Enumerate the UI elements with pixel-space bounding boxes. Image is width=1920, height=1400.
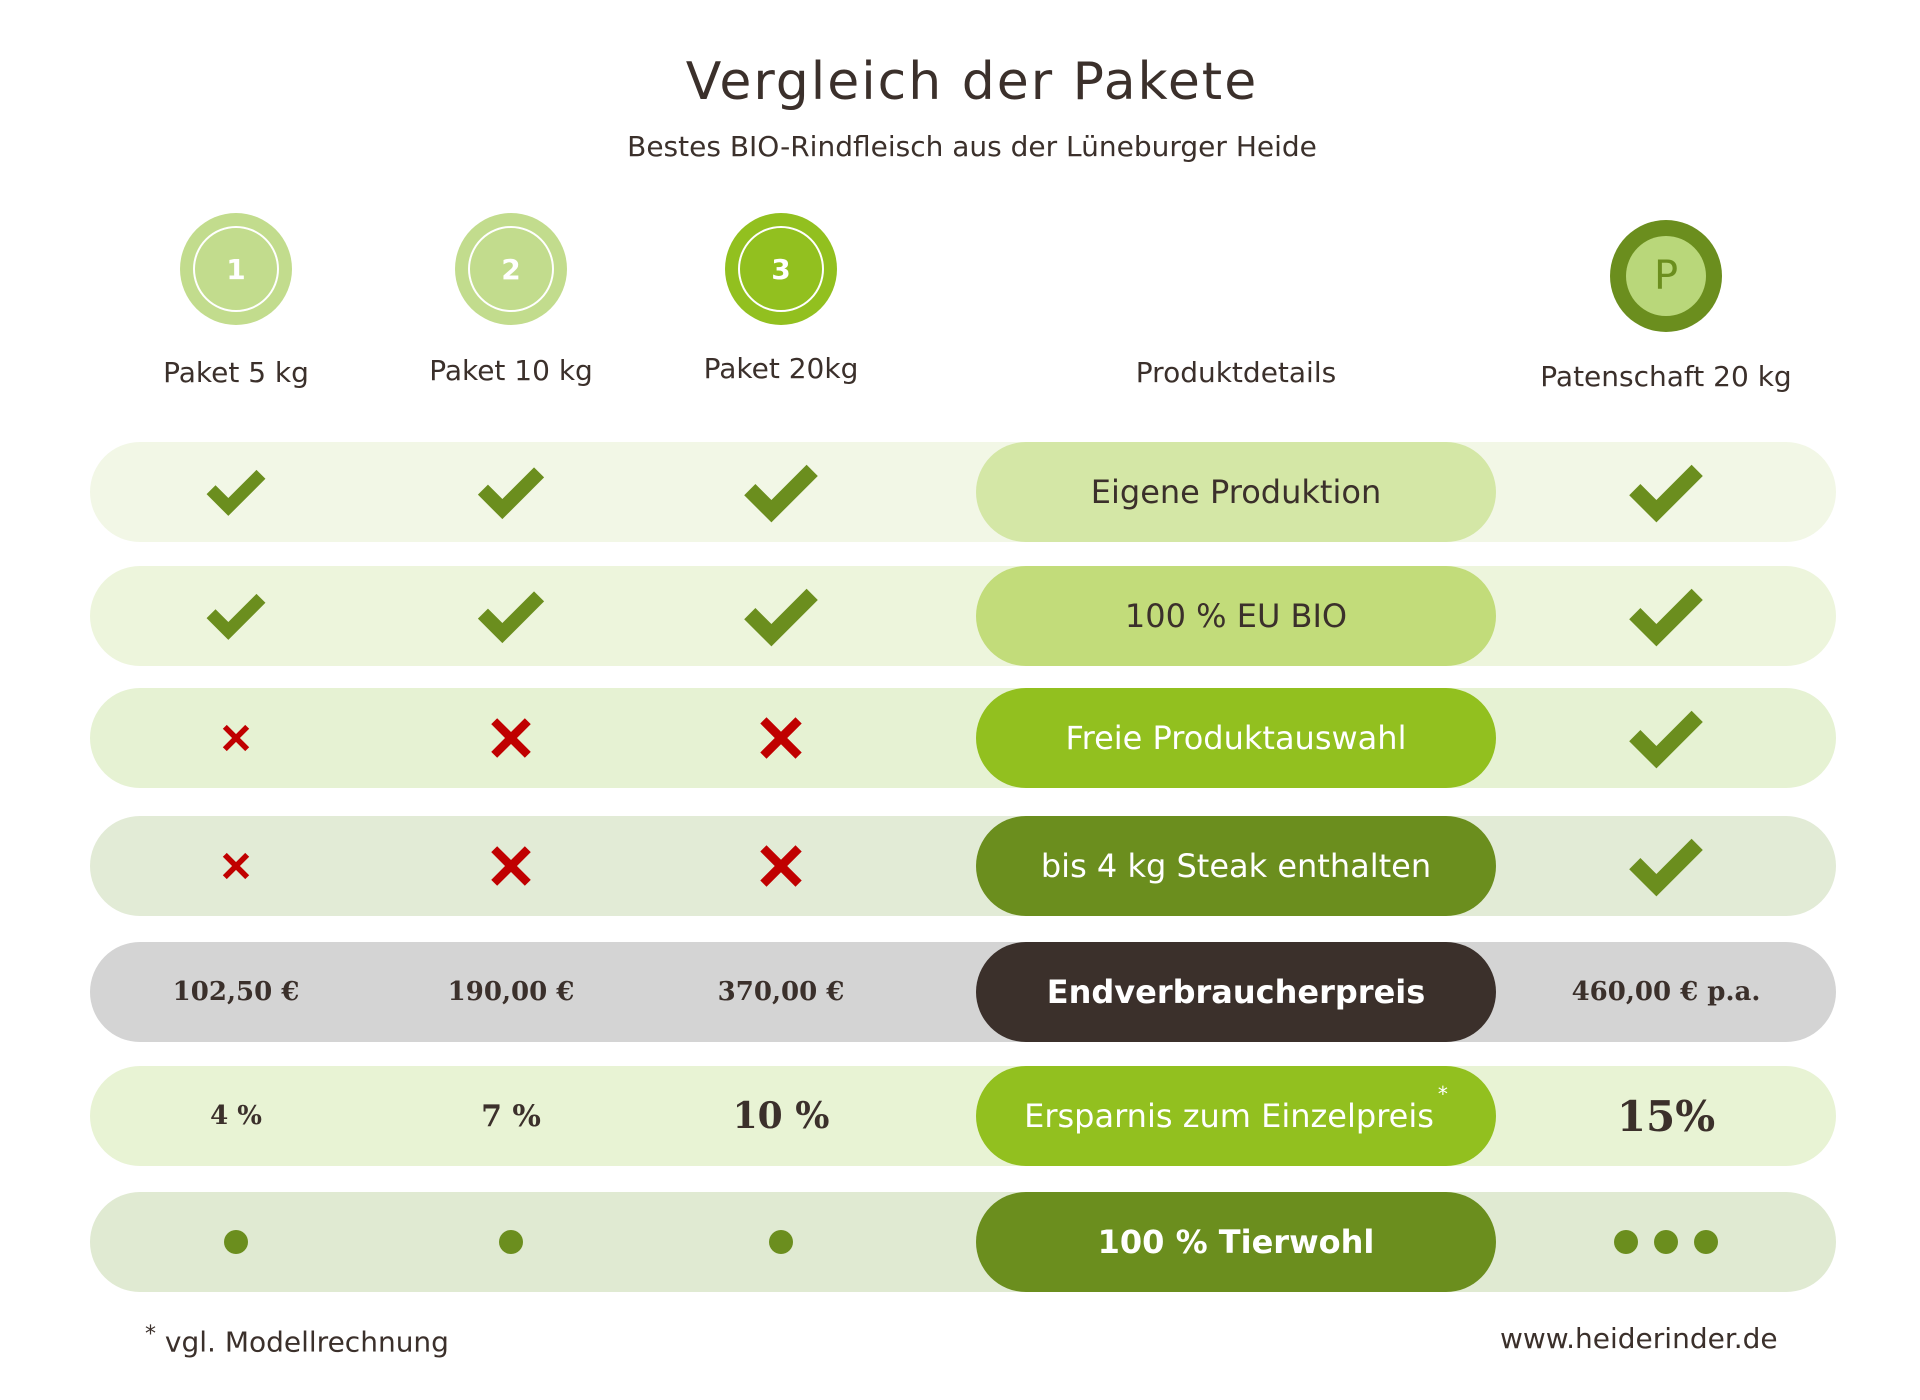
page-title: Vergleich der Pakete	[685, 52, 1259, 112]
checkmark-icon	[631, 566, 931, 666]
cross-icon	[86, 816, 386, 916]
package-1-icon: 1	[180, 213, 292, 325]
table-row	[90, 442, 1836, 542]
footnote-text: vgl. Modellrechnung	[164, 1325, 449, 1359]
row-label-pill: Eigene Produktion	[976, 442, 1496, 542]
rating-dots	[631, 1192, 931, 1292]
row-label-pill: 100 % Tierwohl	[976, 1192, 1496, 1292]
checkmark-icon	[361, 442, 661, 542]
savings-value: 10 %	[732, 1095, 830, 1137]
website-link[interactable]: www.heiderinder.de	[1500, 1322, 1778, 1355]
row-label: Ersparnis zum Einzelpreis	[1024, 1097, 1434, 1135]
savings-cell: 4 %	[86, 1066, 386, 1166]
price-value: 370,00 €	[717, 977, 845, 1007]
dot-icon	[499, 1230, 523, 1254]
cross-icon	[86, 688, 386, 788]
checkmark-icon	[1516, 816, 1816, 916]
column-header-produktdetails: Produktdetails	[1135, 356, 1337, 389]
checkmark-icon	[1516, 442, 1816, 542]
table-row	[90, 688, 1836, 788]
price-value: 102,50 €	[172, 977, 300, 1007]
price-cell: 190,00 €	[361, 942, 661, 1042]
package-2-icon: 2	[455, 213, 567, 325]
row-label-pill: 100 % EU BIO	[976, 566, 1496, 666]
checkmark-icon	[631, 442, 931, 542]
dot-icon	[224, 1230, 248, 1254]
row-label: Eigene Produktion	[1090, 473, 1382, 511]
checkmark-icon	[1516, 688, 1816, 788]
rating-dots	[361, 1192, 661, 1292]
row-label: bis 4 kg Steak enthalten	[1040, 847, 1432, 885]
row-label-pill: Ersparnis zum Einzelpreis *	[976, 1066, 1496, 1166]
row-label-pill: bis 4 kg Steak enthalten	[976, 816, 1496, 916]
checkmark-icon	[361, 566, 661, 666]
footnote-marker: *	[1437, 1082, 1448, 1106]
table-row	[90, 942, 1836, 1042]
checkmark-icon	[1516, 566, 1816, 666]
dot-icon	[769, 1230, 793, 1254]
rating-dots	[1516, 1192, 1816, 1292]
package-3-number: 3	[738, 226, 824, 312]
cross-icon	[361, 688, 661, 788]
column-header-paket-20kg: Paket 20kg	[703, 352, 859, 385]
rating-dots	[86, 1192, 386, 1292]
dot-icon	[1654, 1230, 1678, 1254]
cross-icon	[631, 688, 931, 788]
savings-cell: 15%	[1516, 1066, 1816, 1166]
savings-cell: 7 %	[361, 1066, 661, 1166]
page-subtitle: Bestes BIO-Rindfleisch aus der Lüneburge…	[627, 130, 1317, 163]
savings-value: 7 %	[481, 1098, 541, 1134]
row-label: 100 % Tierwohl	[1097, 1223, 1375, 1261]
package-2-number: 2	[468, 226, 554, 312]
dot-icon	[1694, 1230, 1718, 1254]
column-header-patenschaft: Patenschaft 20 kg	[1540, 360, 1792, 393]
price-value: 190,00 €	[447, 977, 575, 1007]
cross-icon	[361, 816, 661, 916]
column-header-paket-5kg: Paket 5 kg	[163, 356, 309, 389]
row-label-pill: Freie Produktauswahl	[976, 688, 1496, 788]
dot-icon	[1614, 1230, 1638, 1254]
table-row	[90, 816, 1836, 916]
patenschaft-icon: P	[1610, 220, 1722, 332]
footnote-asterisk: *	[145, 1322, 156, 1347]
savings-cell: 10 %	[631, 1066, 931, 1166]
price-value: 460,00 € p.a.	[1571, 977, 1761, 1007]
column-header-paket-10kg: Paket 10 kg	[429, 354, 593, 387]
patenschaft-letter: P	[1626, 236, 1706, 316]
savings-value: 4 %	[210, 1101, 262, 1131]
table-row	[90, 1066, 1836, 1166]
checkmark-icon	[86, 442, 386, 542]
table-row	[90, 566, 1836, 666]
price-cell: 460,00 € p.a.	[1516, 942, 1816, 1042]
row-label: Endverbraucherpreis	[1046, 973, 1426, 1011]
footnote: * vgl. Modellrechnung	[145, 1322, 449, 1358]
table-row	[90, 1192, 1836, 1292]
row-label: 100 % EU BIO	[1124, 597, 1348, 635]
row-label: Freie Produktauswahl	[1065, 719, 1407, 757]
package-1-number: 1	[193, 226, 279, 312]
price-cell: 370,00 €	[631, 942, 931, 1042]
price-cell: 102,50 €	[86, 942, 386, 1042]
savings-value: 15%	[1616, 1091, 1716, 1141]
checkmark-icon	[86, 566, 386, 666]
row-label-pill: Endverbraucherpreis	[976, 942, 1496, 1042]
cross-icon	[631, 816, 931, 916]
package-3-icon: 3	[725, 213, 837, 325]
